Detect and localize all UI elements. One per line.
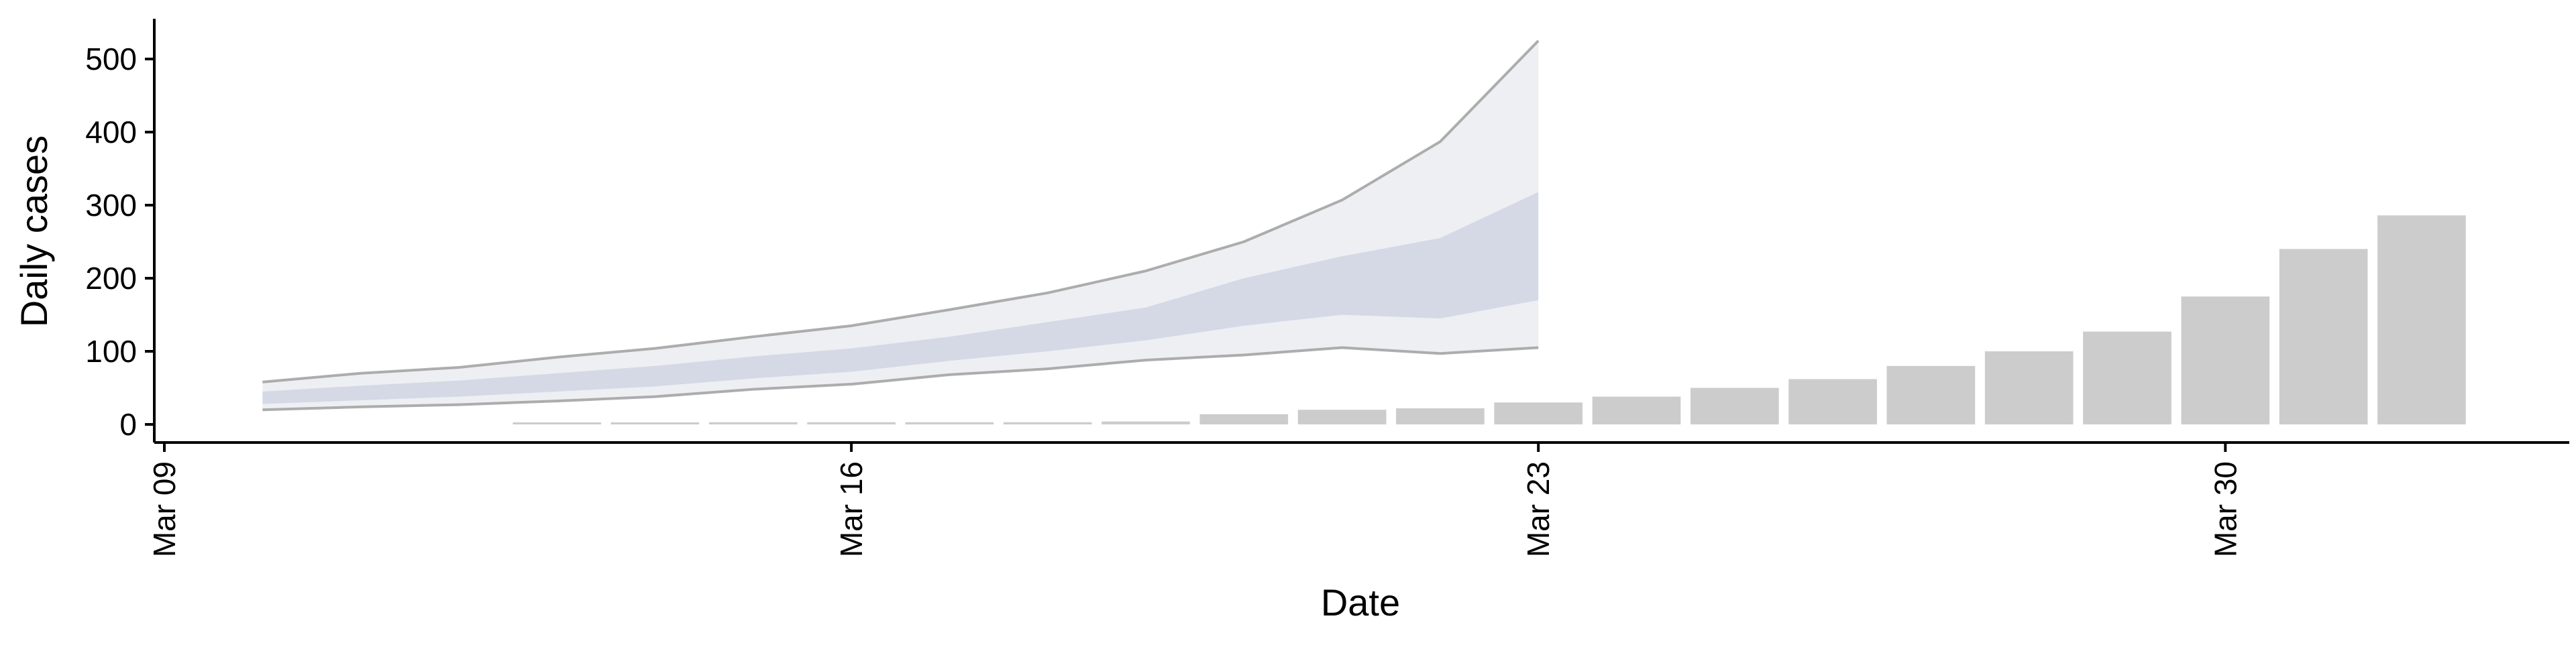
bar-2020-03-22: [1396, 408, 1485, 424]
bar-2020-03-31: [2279, 249, 2368, 424]
estimate-upper-line: [262, 40, 1540, 384]
bar-2020-03-18: [1003, 422, 1092, 424]
estimate-lower-line: [262, 346, 1539, 412]
bar-2020-03-24: [1592, 396, 1681, 424]
x-tick-label-2020-03-30: Mar 30: [2208, 461, 2243, 557]
estimate-band-90: [262, 40, 1539, 410]
y-tick-label-300: 300: [85, 188, 137, 223]
bar-2020-03-14: [610, 422, 700, 424]
bar-2020-03-16: [807, 422, 896, 424]
bar-2020-03-23: [1494, 402, 1583, 424]
estimate-bands: [262, 40, 1540, 412]
bar-2020-03-29: [2083, 331, 2171, 424]
bar-2020-03-21: [1297, 410, 1387, 424]
bar-2020-03-25: [1690, 388, 1779, 424]
bar-2020-03-26: [1788, 379, 1877, 424]
y-axis-title: Daily cases: [13, 135, 55, 327]
bar-2020-03-27: [1886, 365, 1976, 424]
bar-2020-03-15: [708, 422, 798, 424]
axes: 0 100 200 300 400 500 Mar 09 Mar 16 Mar 23 Mar 30: [85, 19, 2569, 557]
reported-case-bars: [513, 215, 2466, 424]
y-tick-label-500: 500: [85, 42, 137, 76]
bar-2020-03-30: [2181, 296, 2270, 424]
bar-2020-03-13: [513, 422, 602, 424]
x-tick-label-2020-03-16: Mar 16: [834, 461, 869, 557]
bar-2020-03-20: [1199, 414, 1289, 424]
x-tick-label-2020-03-23: Mar 23: [1521, 461, 1556, 557]
bar-2020-03-17: [905, 422, 994, 424]
x-tick-label-2020-03-09: Mar 09: [147, 461, 182, 557]
y-tick-label-200: 200: [85, 261, 137, 296]
x-axis-title: Date: [1321, 581, 1400, 624]
y-tick-label-100: 100: [85, 334, 137, 369]
estimate-band-50: [262, 192, 1539, 404]
y-tick-label-0: 0: [119, 407, 137, 442]
bar-2020-03-28: [1984, 351, 2074, 424]
bar-2020-04-01: [2377, 215, 2466, 424]
bar-2020-03-19: [1102, 421, 1190, 424]
y-tick-label-400: 400: [85, 115, 137, 150]
